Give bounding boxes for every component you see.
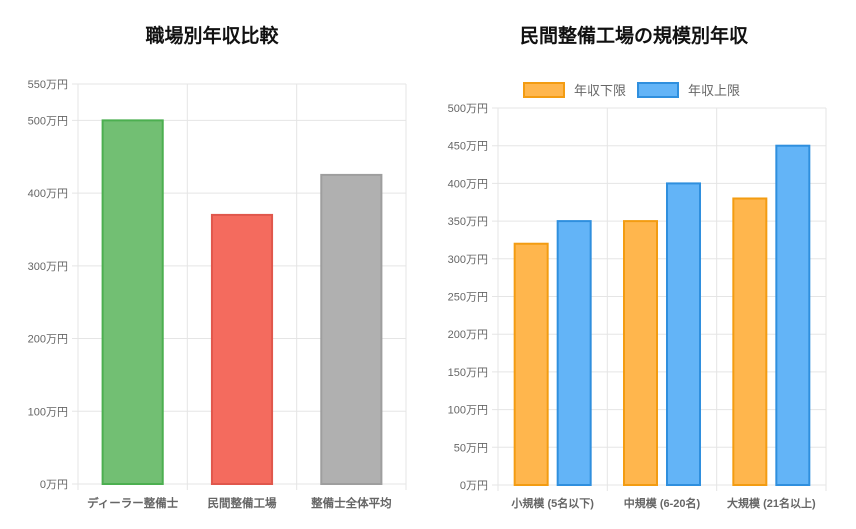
y-tick-label: 100万円 [448,405,488,417]
bar-upper-2 [666,182,701,486]
y-tick-label: 500万円 [448,103,488,115]
y-tick-label: 200万円 [448,329,488,341]
bar-lower-3 [732,197,768,486]
y-tick-label: 200万円 [28,334,68,346]
y-tick-label: 400万円 [448,178,488,190]
workplace-income-chart: 0万円 100万円 200万円 300万円 400万円 500万円 550万円ディーラー整備… [28,79,407,510]
legend-label: 年収上限 [688,83,740,98]
legend-swatch [523,82,565,98]
y-tick-label: 550万円 [28,79,68,91]
bar-2 [210,213,274,485]
bar-upper-3 [775,144,811,486]
legend-label: 年収下限 [574,83,626,98]
y-tick-label: 0万円 [460,480,488,492]
y-tick-label: 150万円 [448,367,488,379]
x-tick-label: 大規模 (21名以上) [727,496,816,510]
y-tick-label: 300万円 [448,254,488,266]
chart-title-size: 民間整備工場の規模別年収 [520,24,749,47]
y-tick-label: 500万円 [28,115,68,127]
bar-1 [101,119,164,485]
bar-3 [320,173,383,485]
x-tick-label: 中規模 (6-20名) [624,496,701,510]
y-tick-label: 0万円 [40,479,68,491]
bar-upper-1 [556,220,592,486]
size-income-chart: 年収下限 年収上限 0万円 50万円 100万円 150万円 200万円 250万円 300万円… [448,82,827,510]
legend-swatch [637,82,679,98]
x-tick-label: ディーラー整備士 [87,496,179,510]
bar-lower-2 [623,220,658,486]
y-tick-label: 100万円 [28,406,68,418]
x-tick-label: 整備士全体平均 [310,496,392,510]
y-tick-label: 400万円 [28,188,68,200]
y-tick-label: 300万円 [28,261,68,273]
y-tick-label: 350万円 [448,216,488,228]
y-tick-label: 450万円 [448,141,488,153]
legend: 年収下限 年収上限 [523,82,740,98]
y-tick-label: 250万円 [448,292,488,304]
x-tick-label: 民間整備工場 [208,496,277,510]
y-tick-label: 50万円 [454,442,488,454]
x-tick-label: 小規模 (5名以下) [510,496,594,510]
chart-title-workplace: 職場別年収比較 [145,24,279,47]
bar-lower-1 [513,242,549,486]
